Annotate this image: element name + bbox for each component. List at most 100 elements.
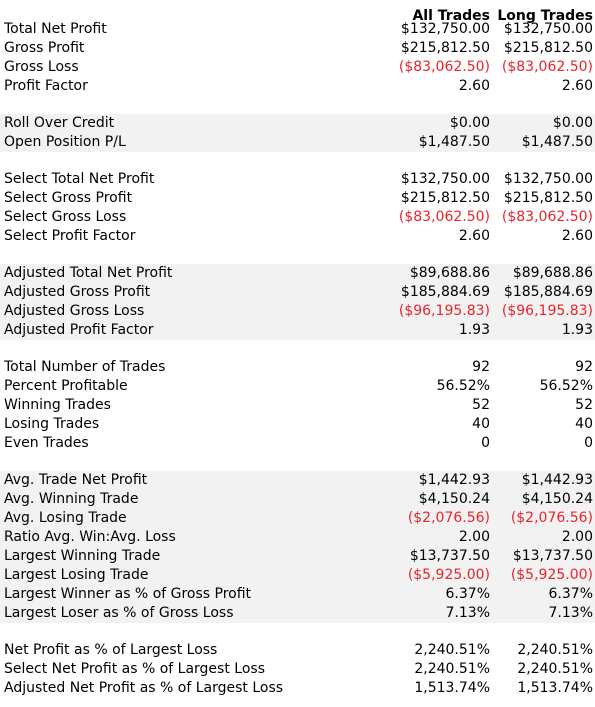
long-trades-value: 2.60 <box>561 228 593 244</box>
metric-group: Avg. Trade Net Profit $1,442.93 $1,442.93 A… <box>0 471 595 623</box>
all-trades-value: ($83,062.50) <box>398 59 490 75</box>
long-trades-value: 1,513.74% <box>517 680 593 696</box>
metric-group: Net Profit as % of Largest Loss 2,240.51%… <box>0 641 595 698</box>
long-trades-value: 92 <box>575 359 593 375</box>
metric-label: Ratio Avg. Win:Avg. Loss <box>4 529 176 545</box>
all-trades-value: 7.13% <box>445 605 490 621</box>
all-trades-value: 40 <box>472 416 490 432</box>
all-trades-value: $4,150.24 <box>418 491 490 507</box>
long-trades-value: $185,884.69 <box>503 284 593 300</box>
metric-label: Avg. Losing Trade <box>4 510 127 526</box>
metric-row: Adjusted Net Profit as % of Largest Loss… <box>0 679 595 698</box>
metric-label: Largest Loser as % of Gross Loss <box>4 605 234 621</box>
metric-row: Total Net Profit $132,750.00 $132,750.00 <box>0 20 595 39</box>
group-spacer <box>0 152 595 170</box>
metric-row: Gross Loss ($83,062.50) ($83,062.50) <box>0 58 595 77</box>
metric-row: Losing Trades 40 40 <box>0 415 595 434</box>
metric-row: Select Total Net Profit $132,750.00 $132,7… <box>0 170 595 189</box>
group-spacer <box>0 246 595 264</box>
metric-label: Select Gross Profit <box>4 190 133 206</box>
long-trades-value: $13,737.50 <box>512 548 593 564</box>
metric-label: Percent Profitable <box>4 378 128 394</box>
metric-group: Total Net Profit $132,750.00 $132,750.00 Gr… <box>0 20 595 96</box>
all-trades-value: ($2,076.56) <box>407 510 490 526</box>
metric-label: Losing Trades <box>4 416 100 432</box>
metric-label: Largest Losing Trade <box>4 567 149 583</box>
metric-row: Even Trades 0 0 <box>0 434 595 453</box>
metric-label: Gross Loss <box>4 59 79 75</box>
metric-label: Select Gross Loss <box>4 209 127 225</box>
long-trades-value: 2.60 <box>561 78 593 94</box>
metric-group: Roll Over Credit $0.00 $0.00 Open Position … <box>0 114 595 152</box>
all-trades-value: 2,240.51% <box>414 661 490 677</box>
all-trades-value: ($83,062.50) <box>398 209 490 225</box>
all-trades-value: 6.37% <box>445 586 490 602</box>
long-trades-value: 7.13% <box>548 605 593 621</box>
all-trades-value: $89,688.86 <box>409 265 490 281</box>
metric-row: Largest Winner as % of Gross Profit 6.37%… <box>0 585 595 604</box>
metric-row: Largest Winning Trade $13,737.50 $13,737.5… <box>0 547 595 566</box>
long-trades-value: $0.00 <box>552 115 593 131</box>
metric-label: Largest Winning Trade <box>4 548 161 564</box>
all-trades-value: 52 <box>472 397 490 413</box>
long-trades-value: $4,150.24 <box>521 491 593 507</box>
all-trades-value: $185,884.69 <box>400 284 490 300</box>
all-trades-value: 2.60 <box>458 78 490 94</box>
metric-label: Adjusted Profit Factor <box>4 322 154 338</box>
metric-row: Select Gross Loss ($83,062.50) ($83,062.50… <box>0 208 595 227</box>
metric-label: Adjusted Gross Loss <box>4 303 145 319</box>
metric-row: Adjusted Profit Factor 1.93 1.93 <box>0 321 595 340</box>
metric-label: Largest Winner as % of Gross Profit <box>4 586 252 602</box>
long-trades-value: 2,240.51% <box>517 642 593 658</box>
metric-row: Adjusted Gross Profit $185,884.69 $185,884… <box>0 283 595 302</box>
long-trades-value: ($5,925.00) <box>510 567 593 583</box>
metric-label: Select Total Net Profit <box>4 171 155 187</box>
all-trades-value: ($5,925.00) <box>407 567 490 583</box>
long-trades-value: 0 <box>584 435 593 451</box>
metric-row: Total Number of Trades 92 92 <box>0 358 595 377</box>
long-trades-value: $132,750.00 <box>503 171 593 187</box>
long-trades-value: $89,688.86 <box>512 265 593 281</box>
all-trades-value: $215,812.50 <box>400 40 490 56</box>
metric-label: Even Trades <box>4 435 89 451</box>
group-spacer <box>0 96 595 114</box>
all-trades-value: 1,513.74% <box>414 680 490 696</box>
metric-row: Avg. Trade Net Profit $1,442.93 $1,442.93 <box>0 471 595 490</box>
metric-label: Winning Trades <box>4 397 111 413</box>
long-trades-value: 52 <box>575 397 593 413</box>
all-trades-value: 2.00 <box>458 529 490 545</box>
metric-row: Adjusted Gross Loss ($96,195.83) ($96,195.… <box>0 302 595 321</box>
metric-group: Select Total Net Profit $132,750.00 $132,7… <box>0 170 595 246</box>
metric-label: Adjusted Total Net Profit <box>4 265 173 281</box>
report-body: Total Net Profit $132,750.00 $132,750.00 Gr… <box>0 20 595 698</box>
long-trades-value: ($96,195.83) <box>501 303 593 319</box>
long-trades-value: $132,750.00 <box>503 21 593 37</box>
long-trades-value: 56.52% <box>539 378 593 394</box>
long-trades-value: ($83,062.50) <box>501 209 593 225</box>
long-trades-value: 2.00 <box>561 529 593 545</box>
long-trades-value: $1,442.93 <box>521 472 593 488</box>
long-trades-value: $1,487.50 <box>521 134 593 150</box>
metric-label: Total Number of Trades <box>4 359 166 375</box>
all-trades-value: $132,750.00 <box>400 171 490 187</box>
metric-row: Profit Factor 2.60 2.60 <box>0 77 595 96</box>
metric-row: Net Profit as % of Largest Loss 2,240.51%… <box>0 641 595 660</box>
metric-row: Roll Over Credit $0.00 $0.00 <box>0 114 595 133</box>
group-spacer <box>0 623 595 641</box>
metric-label: Adjusted Gross Profit <box>4 284 151 300</box>
metric-label: Roll Over Credit <box>4 115 115 131</box>
metric-label: Adjusted Net Profit as % of Largest Loss <box>4 680 284 696</box>
metric-label: Select Net Profit as % of Largest Loss <box>4 661 265 677</box>
metric-row: Select Gross Profit $215,812.50 $215,812.5… <box>0 189 595 208</box>
metric-label: Avg. Winning Trade <box>4 491 139 507</box>
all-trades-value: $1,442.93 <box>418 472 490 488</box>
long-trades-value: ($83,062.50) <box>501 59 593 75</box>
metric-label: Profit Factor <box>4 78 88 94</box>
metric-label: Net Profit as % of Largest Loss <box>4 642 218 658</box>
all-trades-value: $1,487.50 <box>418 134 490 150</box>
all-trades-value: 56.52% <box>436 378 490 394</box>
all-trades-value: ($96,195.83) <box>398 303 490 319</box>
metric-row: Largest Loser as % of Gross Loss 7.13% 7.1… <box>0 604 595 623</box>
all-trades-value: 1.93 <box>458 322 490 338</box>
